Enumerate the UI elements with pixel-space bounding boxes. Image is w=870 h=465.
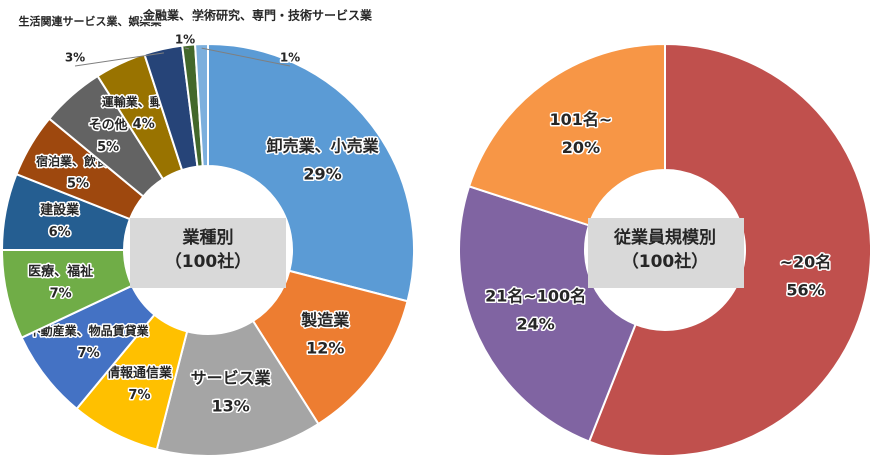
center-label: 業種別	[183, 227, 234, 248]
slice-label: 生活関連サービス業、娯楽業	[19, 14, 163, 28]
slice-label: サービス業	[191, 369, 272, 388]
slice-label: 卸売業、小売業	[267, 137, 380, 156]
center-label: （100社）	[622, 251, 709, 272]
slice	[155, 319, 320, 457]
slice-value: 1%	[280, 51, 300, 65]
slice-value: 5%	[67, 177, 89, 192]
slice	[207, 42, 415, 303]
center-box	[588, 218, 744, 288]
slice	[458, 185, 637, 443]
slice-value: 7%	[128, 388, 150, 403]
slice-label: 金融業、保険業	[142, 8, 228, 23]
center-box	[130, 218, 286, 288]
slice-value: 5%	[97, 140, 119, 155]
leader-line	[184, 47, 190, 50]
slice-label: 21名~100名	[485, 286, 586, 305]
slice-label: 情報通信業	[107, 365, 173, 381]
slice-value: 29%	[303, 165, 341, 184]
center-label: （100社）	[165, 251, 252, 272]
slice-value: 20%	[562, 138, 600, 157]
slice-label: 学術研究、専門・技術サービス業	[192, 8, 373, 23]
slice-value: 7%	[50, 286, 72, 301]
slice	[194, 42, 209, 168]
slice-value: 4%	[133, 117, 155, 132]
center-label: 従業員規模別	[613, 227, 716, 248]
slice-label: 不動産業、物品賃貸業	[29, 323, 150, 338]
slice	[467, 42, 666, 227]
slice-value: 13%	[212, 397, 250, 416]
slice-label: その他	[89, 117, 128, 133]
slice-value: 6%	[49, 225, 71, 240]
slice-label: 製造業	[300, 311, 350, 330]
slice-value: 12%	[306, 339, 344, 358]
slice-value: 24%	[516, 314, 554, 333]
slice	[587, 42, 870, 457]
slice-value: 3%	[65, 51, 85, 65]
slice-value: 56%	[786, 280, 824, 299]
slice-value: 7%	[78, 346, 100, 361]
slice-label: 101名~	[550, 110, 613, 129]
slice-label: 建設業	[40, 202, 80, 218]
leader-line	[201, 47, 291, 67]
slice-label: ~20名	[780, 252, 832, 271]
slice-value: 1%	[175, 33, 195, 47]
slice-label: 医療、福祉	[28, 263, 93, 279]
leader-line	[74, 52, 165, 67]
